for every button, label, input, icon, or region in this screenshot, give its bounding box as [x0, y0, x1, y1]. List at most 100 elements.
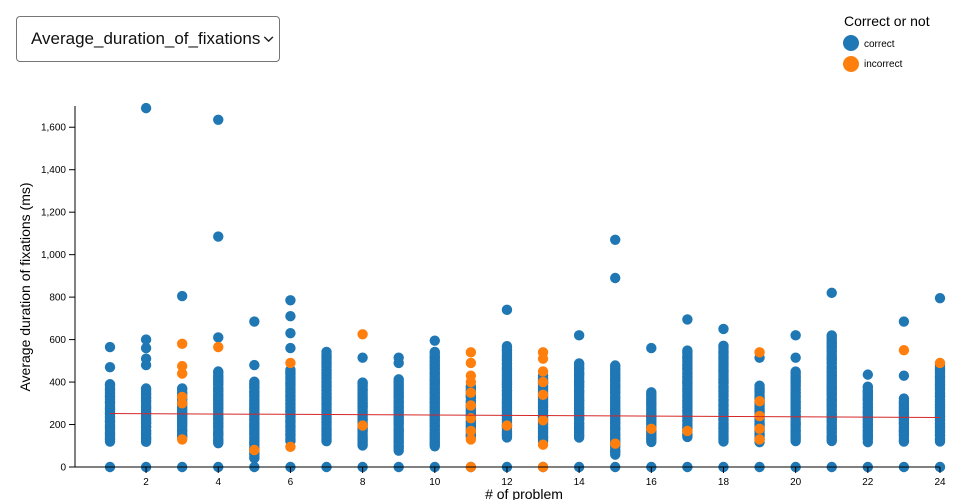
point-correct [357, 352, 368, 363]
point-incorrect [754, 347, 765, 358]
point-incorrect [754, 423, 765, 434]
point-correct [104, 361, 116, 373]
x-tick-label: 10 [429, 477, 441, 488]
point-correct [610, 360, 621, 371]
trend-line-group [109, 412, 941, 419]
point-correct [898, 393, 910, 404]
legend-label-correct: correct [864, 39, 895, 50]
point-correct [610, 272, 621, 284]
point-correct [826, 287, 837, 299]
point-correct [862, 381, 874, 392]
point-incorrect [465, 347, 477, 358]
point-correct [285, 328, 296, 339]
y-tick-label: 600 [49, 335, 66, 346]
point-correct [501, 340, 513, 352]
legend-swatch-correct [843, 35, 859, 51]
point-correct [682, 314, 693, 325]
point-correct [718, 340, 729, 352]
y-tick-label: 800 [49, 293, 66, 304]
point-correct [321, 346, 332, 358]
point-correct [573, 358, 585, 369]
y-tick-label: 400 [49, 378, 66, 389]
point-correct [104, 341, 116, 353]
point-correct [573, 330, 585, 341]
y-axis: 0 200 400 600 800 1,000 1,200 1,400 1,600 [41, 106, 76, 474]
point-correct [898, 316, 910, 327]
chevron-down-icon [264, 36, 274, 43]
point-incorrect [537, 415, 549, 426]
x-tick-label: 22 [862, 477, 874, 488]
x-tick-label: 4 [215, 477, 221, 488]
y-axis-title: Average duration of fixations (ms) [17, 182, 33, 391]
point-correct [682, 345, 693, 356]
x-tick-label: 24 [934, 477, 946, 488]
y-tick-label: 1,600 [41, 123, 66, 134]
point-incorrect [537, 366, 549, 377]
point-incorrect [213, 341, 224, 353]
point-correct [754, 380, 765, 391]
point-incorrect [176, 368, 188, 379]
x-tick-label: 20 [790, 477, 802, 488]
point-incorrect [176, 434, 188, 445]
point-incorrect [537, 439, 549, 450]
point-correct [176, 290, 188, 302]
y-tick-label: 1,200 [41, 208, 66, 219]
point-incorrect [285, 441, 296, 453]
point-incorrect [285, 357, 296, 369]
point-incorrect [465, 357, 477, 369]
point-correct [285, 295, 296, 306]
metric-select-value[interactable]: Average_duration_of_fixations [31, 29, 261, 48]
point-correct [610, 234, 621, 245]
point-incorrect [610, 438, 621, 449]
legend-label-incorrect: incorrect [864, 59, 903, 70]
point-correct [213, 114, 224, 126]
point-incorrect [537, 347, 549, 358]
x-tick-label: 8 [360, 477, 366, 488]
point-incorrect [249, 444, 260, 456]
x-axis-title: # of problem [485, 486, 563, 500]
legend: Correct or not correct incorrect [843, 13, 930, 72]
point-correct [826, 330, 837, 341]
legend-swatch-incorrect [843, 56, 859, 72]
x-tick-label: 18 [718, 477, 730, 488]
point-incorrect [357, 329, 368, 340]
y-tick-label: 1,000 [41, 250, 66, 261]
legend-title: Correct or not [844, 13, 930, 29]
point-incorrect [176, 338, 188, 350]
point-incorrect [465, 412, 477, 424]
point-incorrect [465, 425, 477, 437]
point-correct [862, 369, 874, 380]
point-correct [213, 366, 224, 377]
point-incorrect [934, 357, 946, 369]
point-incorrect [465, 434, 477, 445]
point-incorrect [465, 370, 477, 381]
point-correct [790, 352, 801, 363]
y-tick-label: 200 [49, 420, 66, 431]
point-incorrect [754, 410, 765, 422]
point-incorrect [646, 423, 657, 434]
point-incorrect [501, 420, 513, 431]
point-correct [140, 353, 152, 364]
point-correct [646, 342, 657, 354]
plot-area [104, 102, 946, 473]
point-correct [140, 383, 152, 394]
point-incorrect [357, 420, 368, 431]
point-correct [393, 374, 404, 385]
point-correct [140, 102, 152, 114]
point-correct [249, 359, 260, 371]
point-correct [285, 342, 296, 354]
point-correct [140, 342, 152, 354]
point-correct [934, 292, 946, 304]
point-incorrect [537, 376, 549, 388]
point-incorrect [754, 395, 765, 407]
metric-select[interactable]: Average_duration_of_fixations [16, 16, 280, 62]
x-tick-label: 12 [501, 477, 513, 488]
point-correct [790, 330, 801, 341]
x-tick-label: 2 [143, 477, 149, 488]
x-tick-label: 6 [288, 477, 294, 488]
point-incorrect [537, 389, 549, 400]
point-correct [501, 304, 513, 316]
point-correct [790, 366, 801, 377]
point-incorrect [754, 434, 765, 445]
